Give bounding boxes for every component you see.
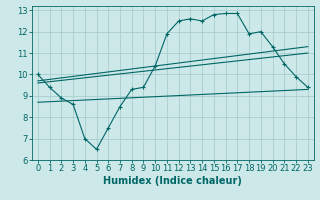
X-axis label: Humidex (Indice chaleur): Humidex (Indice chaleur) — [103, 176, 242, 186]
